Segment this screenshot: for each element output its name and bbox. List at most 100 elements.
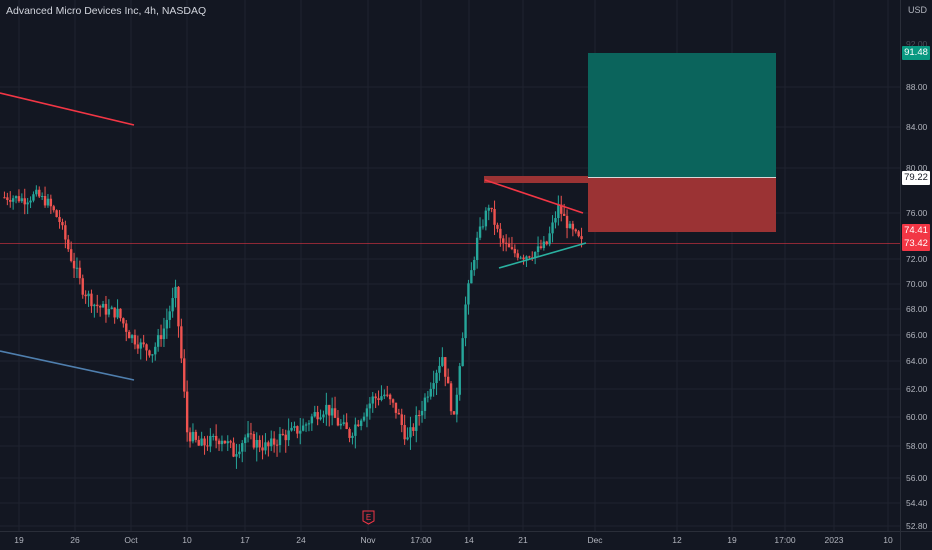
candle-body: [325, 404, 328, 415]
candle-body: [522, 257, 525, 260]
candle-body: [475, 237, 479, 261]
candle-body: [481, 226, 485, 228]
candle-body: [220, 440, 224, 445]
candle-body: [284, 434, 287, 441]
trendline-red-upper-left[interactable]: [0, 92, 135, 126]
candle-body: [3, 197, 6, 199]
candle-body: [557, 204, 560, 219]
candle-body: [525, 256, 528, 260]
candle-body: [458, 366, 461, 395]
position-tool[interactable]: [484, 53, 776, 232]
earnings-icon[interactable]: E: [362, 510, 375, 525]
trendlines[interactable]: [0, 92, 587, 381]
candle-body: [507, 243, 511, 248]
price-tick-label: 54.40: [906, 498, 928, 508]
price-tick-label: 68.00: [906, 304, 928, 314]
candle-body: [127, 331, 131, 339]
trendline-red-triangle[interactable]: [484, 179, 584, 214]
candle-body: [484, 210, 488, 227]
candle-body: [258, 439, 261, 448]
time-tick-label: Oct: [124, 535, 138, 545]
candle-body: [354, 424, 357, 436]
candle-body: [464, 304, 467, 339]
candle-body: [243, 437, 247, 444]
price-tick-label: 52.80: [906, 521, 928, 531]
candle-body: [310, 416, 314, 424]
candle-body: [461, 338, 464, 367]
candle-body: [159, 335, 163, 340]
candle-body: [151, 354, 154, 356]
candle-body: [319, 417, 322, 420]
time-tick-label: 17: [240, 535, 250, 545]
trendline-blue-lower-left[interactable]: [0, 350, 135, 381]
candle-body: [409, 427, 412, 438]
candle-body: [67, 239, 70, 250]
price-tick-label: 84.00: [906, 122, 928, 132]
candle-body: [40, 195, 44, 197]
trendline-teal-triangle[interactable]: [498, 242, 587, 269]
candle-body: [214, 435, 218, 441]
candle-body: [502, 238, 505, 243]
time-tick-label: 19: [14, 535, 24, 545]
profit-zone[interactable]: [588, 53, 776, 177]
candle-body: [281, 433, 285, 435]
currency-label[interactable]: USD: [908, 5, 928, 15]
candle-body: [194, 431, 198, 440]
candle-body: [412, 427, 415, 431]
candle-body: [125, 323, 128, 332]
candle-body: [261, 447, 264, 451]
candle-body: [388, 394, 392, 400]
candle-body: [6, 197, 9, 201]
candle-body: [183, 358, 186, 392]
candle-body: [133, 335, 137, 345]
candle-body: [148, 350, 151, 356]
candle-body: [391, 399, 395, 403]
time-tick-label: 24: [296, 535, 306, 545]
price-tick-label: 76.00: [906, 208, 928, 218]
candle-body: [467, 283, 470, 305]
candle-body: [528, 256, 531, 258]
candle-body: [72, 260, 76, 269]
candle-body: [122, 318, 125, 324]
candle-body: [17, 196, 21, 202]
symbol-title[interactable]: Advanced Micro Devices Inc, 4h, NASDAQ: [6, 5, 207, 17]
candle-body: [156, 335, 160, 347]
time-tick-label: Dec: [587, 535, 603, 545]
candle-body: [400, 414, 403, 426]
candle-body: [235, 454, 238, 457]
candle-body: [432, 383, 435, 389]
candle-body: [293, 426, 296, 428]
candle-body: [93, 304, 96, 307]
price-tick-label: 62.00: [906, 384, 928, 394]
candle-body: [301, 425, 305, 431]
candle-body: [113, 307, 116, 318]
candle-body: [278, 433, 282, 446]
candle-body: [87, 293, 90, 297]
candle-body: [287, 430, 290, 441]
candle-body: [55, 210, 58, 217]
candle-body: [84, 294, 87, 297]
loss-zone[interactable]: [588, 178, 776, 232]
candle-body: [362, 416, 366, 421]
entry-price-badge: 79.22: [902, 171, 930, 185]
pattern-top-band[interactable]: [484, 176, 588, 183]
candle-body: [473, 260, 476, 271]
time-tick-label: Nov: [360, 535, 376, 545]
candle-body: [206, 445, 209, 447]
candle-body: [255, 439, 258, 448]
candle-body: [174, 286, 177, 299]
candle-body: [470, 270, 473, 284]
candle-body: [11, 198, 15, 202]
candle-body: [548, 233, 551, 245]
price-tick-label: 88.00: [906, 82, 928, 92]
candle-body: [29, 200, 32, 203]
time-tick-label: 10: [883, 535, 893, 545]
candle-body: [545, 241, 548, 245]
candle-body: [154, 346, 157, 355]
candle-body: [98, 306, 102, 308]
candle-body: [162, 328, 166, 340]
candle-body: [455, 394, 459, 415]
candle-body: [374, 396, 377, 399]
